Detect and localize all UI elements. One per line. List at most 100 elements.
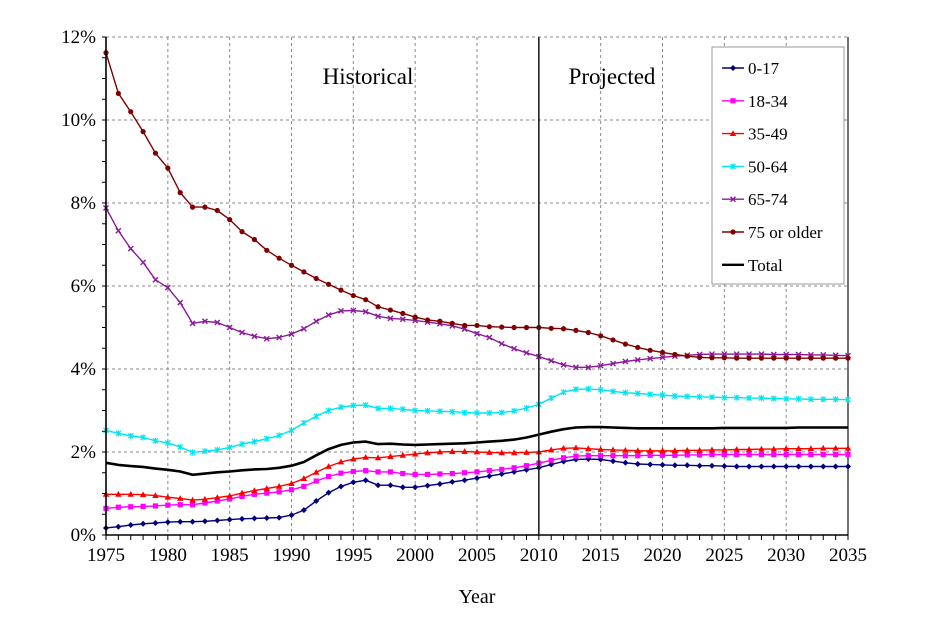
data-point-75-or-older [771, 355, 777, 361]
data-point-18-34 [684, 452, 690, 458]
data-point-0-17 [770, 463, 777, 470]
data-point-18-34 [659, 452, 666, 458]
data-point-50-64 [647, 391, 654, 398]
data-point-0-17 [511, 468, 518, 475]
data-point-18-34 [585, 453, 591, 459]
data-point-35-49 [189, 496, 196, 503]
data-point-65-74 [572, 364, 579, 371]
data-point-0-17 [758, 463, 765, 470]
data-point-50-64 [350, 402, 357, 409]
data-point-0-17 [708, 462, 715, 469]
data-point-18-34 [115, 504, 121, 510]
data-point-18-34 [227, 496, 233, 502]
data-point-18-34 [635, 453, 641, 459]
data-point-50-64 [313, 413, 320, 420]
data-point-18-34 [560, 455, 567, 461]
data-point-35-49 [436, 448, 444, 455]
data-point-35-49 [115, 490, 122, 497]
data-point-0-17 [783, 463, 790, 470]
data-point-18-34 [783, 451, 789, 458]
data-point-18-34 [301, 483, 307, 490]
data-point-50-64 [263, 435, 270, 442]
data-point-75-or-older [412, 314, 418, 320]
data-point-18-34 [449, 470, 455, 477]
data-point-35-49 [523, 449, 530, 455]
data-point-18-34 [165, 502, 171, 508]
data-point-65-74 [399, 316, 406, 323]
data-point-50-64 [832, 396, 839, 403]
data-point-75-or-older [573, 327, 579, 334]
x-tick-label: 2025 [705, 545, 743, 566]
annotation-historical: Historical [323, 64, 414, 89]
data-point-0-17 [276, 514, 283, 521]
data-point-75-or-older [560, 326, 567, 332]
x-tick-label: 1990 [273, 545, 311, 566]
data-point-50-64 [622, 389, 629, 396]
data-point-0-17 [337, 483, 344, 490]
data-point-35-49 [634, 447, 641, 454]
data-point-35-49 [622, 446, 629, 453]
data-point-50-64 [597, 386, 604, 393]
annotation-projected: Projected [569, 64, 656, 89]
data-point-75-or-older [610, 337, 616, 343]
data-point-35-49 [288, 480, 295, 486]
data-point-50-64 [300, 419, 307, 426]
data-point-75-or-older [239, 229, 245, 235]
legend-marker-50-64 [730, 163, 736, 170]
data-point-0-17 [214, 517, 221, 524]
data-point-75-or-older [387, 307, 394, 313]
y-tick-label: 8% [71, 193, 97, 214]
data-point-65-74 [350, 307, 357, 314]
legend-label-65-74: 65-74 [748, 190, 788, 209]
data-point-50-64 [807, 396, 814, 403]
data-point-50-64 [362, 402, 369, 409]
data-point-50-64 [721, 394, 728, 401]
data-point-50-64 [758, 395, 765, 402]
data-point-50-64 [152, 437, 159, 444]
data-point-35-49 [597, 446, 604, 452]
data-point-50-64 [276, 432, 283, 439]
data-point-18-34 [437, 471, 443, 477]
data-point-75-or-older [758, 355, 765, 361]
data-point-0-17 [721, 463, 728, 470]
data-point-75-or-older [523, 324, 530, 331]
data-point-18-34 [462, 470, 468, 476]
data-point-0-17 [548, 461, 555, 468]
data-point-0-17 [696, 462, 703, 469]
data-point-50-64 [436, 408, 443, 415]
data-point-35-49 [560, 444, 567, 451]
data-point-18-34 [128, 504, 134, 510]
data-point-75-or-older [400, 310, 406, 316]
data-point-75-or-older [375, 304, 381, 310]
data-point-35-49 [251, 487, 258, 493]
data-point-18-34 [746, 451, 752, 458]
data-point-0-17 [201, 518, 208, 525]
data-point-0-17 [263, 514, 270, 521]
data-point-75-or-older [214, 207, 220, 214]
data-point-65-74 [226, 324, 233, 331]
legend-label-18-34: 18-34 [748, 92, 788, 111]
data-point-50-64 [288, 427, 295, 434]
data-point-18-34 [140, 503, 146, 509]
x-tick-label: 2030 [767, 545, 805, 566]
y-tick-label: 6% [71, 276, 97, 297]
data-point-65-74 [140, 259, 147, 266]
data-point-65-74 [177, 299, 184, 306]
data-point-0-17 [486, 473, 493, 480]
data-point-75-or-older [177, 190, 183, 196]
data-point-65-74 [795, 351, 802, 358]
data-point-50-64 [511, 407, 518, 414]
data-point-35-49 [152, 492, 159, 498]
data-point-0-17 [424, 482, 431, 489]
data-point-65-74 [659, 354, 666, 361]
data-point-35-49 [226, 492, 233, 499]
data-point-65-74 [622, 358, 629, 365]
data-point-18-34 [820, 451, 826, 458]
data-point-18-34 [375, 469, 381, 475]
data-point-50-64 [845, 396, 851, 403]
data-point-18-34 [721, 451, 727, 458]
data-point-75-or-older [697, 354, 703, 360]
data-point-50-64 [239, 441, 245, 448]
data-point-65-74 [362, 308, 369, 315]
data-point-18-34 [251, 491, 257, 497]
